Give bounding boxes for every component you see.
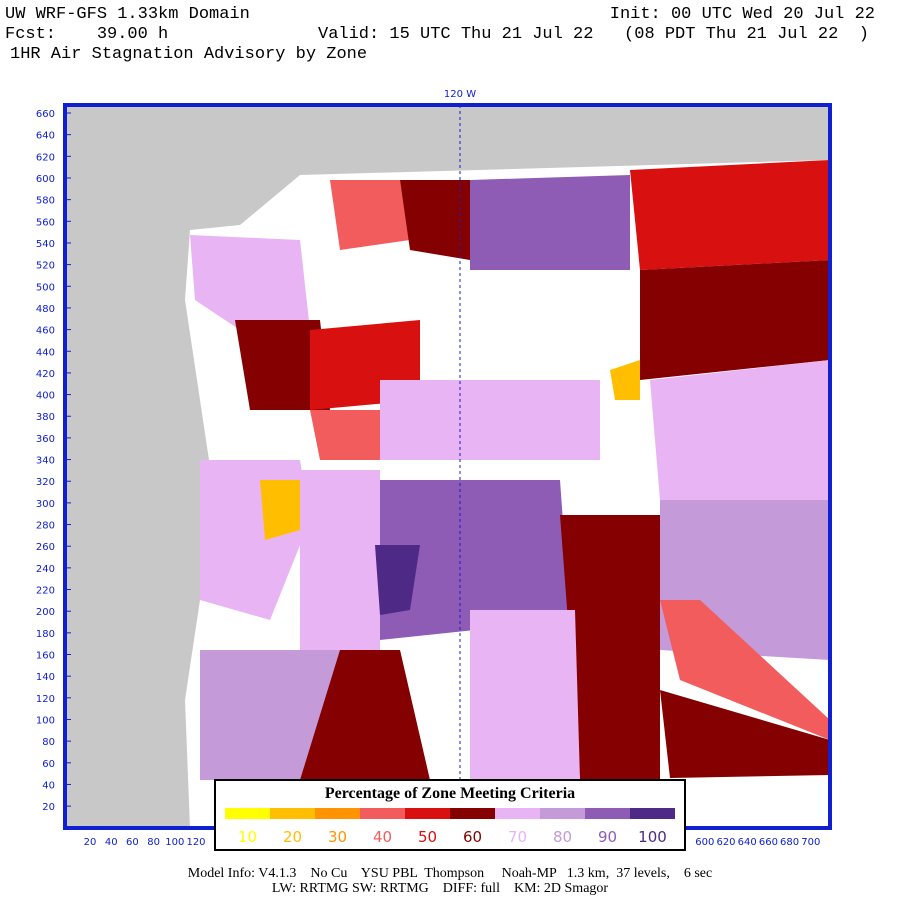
y-tick-label: 380 bbox=[36, 412, 55, 423]
legend-label: 40 bbox=[373, 828, 392, 846]
y-tick-label: 560 bbox=[36, 217, 55, 228]
x-tick-label: 20 bbox=[84, 837, 97, 848]
y-tick-label: 160 bbox=[36, 651, 55, 662]
zone bbox=[235, 320, 330, 410]
legend-title: Percentage of Zone Meeting Criteria bbox=[325, 785, 575, 802]
x-tick-label: 40 bbox=[105, 837, 118, 848]
y-tick-label: 580 bbox=[36, 196, 55, 207]
legend-label: 10 bbox=[238, 828, 257, 846]
y-tick-label: 140 bbox=[36, 672, 55, 683]
zone bbox=[375, 545, 420, 615]
legend-swatch bbox=[630, 808, 675, 819]
product: 1HR Air Stagnation Advisory by Zone bbox=[10, 45, 367, 64]
legend-swatch bbox=[360, 808, 405, 819]
x-tick-label: 700 bbox=[801, 837, 820, 848]
y-tick-label: 540 bbox=[36, 239, 55, 250]
y-tick-label: 600 bbox=[36, 174, 55, 185]
y-tick-label: 440 bbox=[36, 347, 55, 358]
y-tick-label: 260 bbox=[36, 542, 55, 553]
x-tick-label: 660 bbox=[759, 837, 778, 848]
footer-line: Model Info: V4.1.3 No Cu YSU PBL Thompso… bbox=[188, 866, 712, 881]
zone bbox=[300, 650, 430, 780]
legend-label: 60 bbox=[463, 828, 482, 846]
zone bbox=[380, 480, 570, 640]
zone bbox=[310, 410, 380, 460]
y-tick-label: 20 bbox=[42, 802, 55, 813]
y-tick-label: 200 bbox=[36, 607, 55, 618]
y-tick-label: 120 bbox=[36, 694, 55, 705]
y-tick-label: 180 bbox=[36, 629, 55, 640]
y-tick-label: 500 bbox=[36, 282, 55, 293]
y-tick-label: 300 bbox=[36, 499, 55, 510]
init: Init: 00 UTC Wed 20 Jul 22 bbox=[610, 5, 875, 24]
x-tick-label: 80 bbox=[147, 837, 160, 848]
y-tick-label: 400 bbox=[36, 391, 55, 402]
y-tick-label: 40 bbox=[42, 780, 55, 791]
legend-label: 20 bbox=[283, 828, 302, 846]
legend-label: 100 bbox=[638, 828, 667, 846]
zone bbox=[660, 690, 830, 778]
zone bbox=[660, 600, 830, 740]
legend-swatch bbox=[225, 808, 270, 819]
x-tick-label: 620 bbox=[716, 837, 735, 848]
meridian-label: 120 W bbox=[444, 89, 476, 100]
y-tick-label: 360 bbox=[36, 434, 55, 445]
map bbox=[63, 103, 832, 830]
x-tick-label: 600 bbox=[695, 837, 714, 848]
zone bbox=[330, 180, 410, 250]
legend-swatch bbox=[315, 808, 360, 819]
valid: Valid: 15 UTC Thu 21 Jul 22 (08 PDT Thu … bbox=[318, 25, 869, 44]
footer-line: LW: RRTMG SW: RRTMG DIFF: full KM: 2D Sm… bbox=[272, 881, 608, 896]
y-tick-label: 320 bbox=[36, 477, 55, 488]
legend-label: 90 bbox=[598, 828, 617, 846]
zone bbox=[640, 260, 830, 380]
x-tick-label: 640 bbox=[738, 837, 757, 848]
legend-swatch bbox=[405, 808, 450, 819]
zone bbox=[630, 160, 830, 270]
y-tick-label: 280 bbox=[36, 521, 55, 532]
x-tick-label: 100 bbox=[165, 837, 184, 848]
zone bbox=[400, 180, 490, 260]
zone bbox=[610, 360, 640, 400]
x-tick-label: 680 bbox=[780, 837, 799, 848]
y-tick-label: 220 bbox=[36, 586, 55, 597]
zone bbox=[560, 515, 660, 780]
legend-swatch bbox=[495, 808, 540, 819]
legend-label: 30 bbox=[328, 828, 347, 846]
zone bbox=[260, 480, 300, 540]
y-tick-label: 660 bbox=[36, 109, 55, 120]
y-tick-label: 240 bbox=[36, 564, 55, 575]
legend-label: 70 bbox=[508, 828, 527, 846]
y-tick-label: 640 bbox=[36, 131, 55, 142]
legend-swatch bbox=[540, 808, 585, 819]
y-tick-label: 520 bbox=[36, 261, 55, 272]
zone bbox=[650, 360, 830, 500]
y-tick-label: 480 bbox=[36, 304, 55, 315]
forecast: Fcst: 39.00 h bbox=[5, 25, 168, 44]
y-tick-label: 340 bbox=[36, 456, 55, 467]
zone bbox=[470, 610, 580, 780]
zone bbox=[380, 380, 600, 460]
zone bbox=[200, 650, 340, 780]
legend-swatch bbox=[270, 808, 315, 819]
legend-label: 80 bbox=[553, 828, 572, 846]
y-tick-label: 100 bbox=[36, 715, 55, 726]
legend-swatch bbox=[585, 808, 630, 819]
y-tick-label: 620 bbox=[36, 152, 55, 163]
y-tick-label: 420 bbox=[36, 369, 55, 380]
legend-label: 50 bbox=[418, 828, 437, 846]
y-tick-label: 80 bbox=[42, 737, 55, 748]
zone bbox=[190, 235, 310, 330]
zone bbox=[300, 470, 380, 660]
zone bbox=[470, 175, 630, 270]
x-tick-label: 60 bbox=[126, 837, 139, 848]
x-tick-label: 120 bbox=[186, 837, 205, 848]
y-tick-label: 460 bbox=[36, 326, 55, 337]
legend-swatch bbox=[450, 808, 495, 819]
title: UW WRF-GFS 1.33km Domain bbox=[5, 5, 250, 24]
y-tick-label: 60 bbox=[42, 759, 55, 770]
